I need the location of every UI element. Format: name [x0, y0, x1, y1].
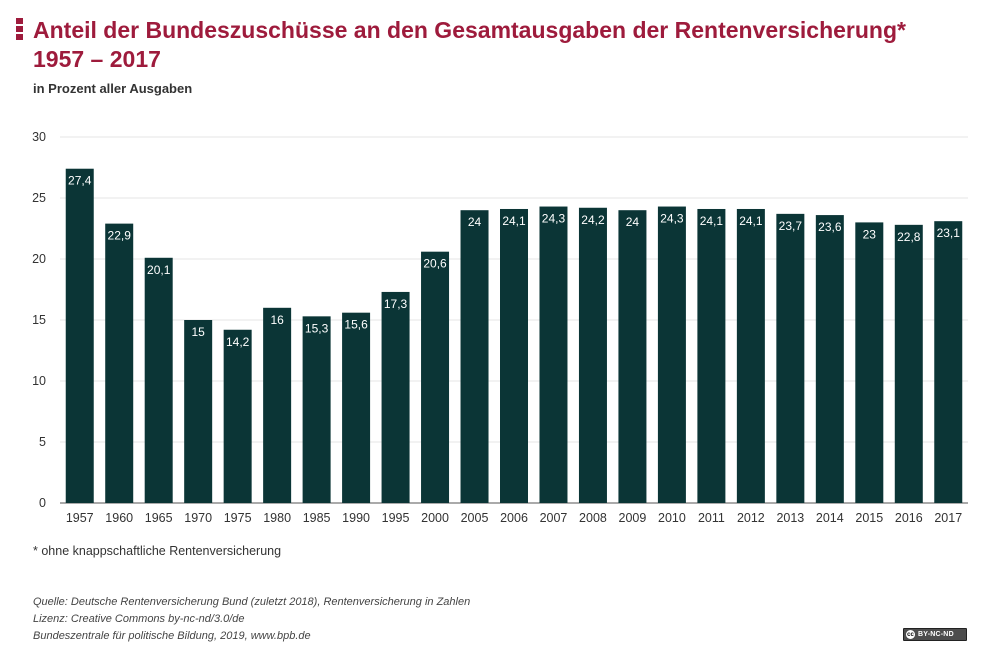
bar: [65, 168, 94, 503]
x-tick-label: 1985: [303, 511, 331, 525]
chart-subtitle: in Prozent aller Ausgaben: [33, 81, 193, 96]
x-tick-label: 2010: [658, 511, 686, 525]
title-line-2: 1957 – 2017: [33, 46, 161, 72]
x-tick-label: 2006: [500, 511, 528, 525]
x-tick-label: 1965: [145, 511, 173, 525]
bar: [105, 223, 134, 503]
cc-icon: cc: [906, 630, 915, 639]
bar-value-label: 20,6: [423, 257, 447, 271]
x-tick-label: 2008: [579, 511, 607, 525]
bar: [263, 307, 292, 503]
x-tick-label: 2015: [855, 511, 883, 525]
bar: [421, 251, 450, 503]
y-tick-label: 0: [39, 496, 46, 510]
bar-value-label: 14,2: [226, 335, 250, 349]
x-tick-label: 1990: [342, 511, 370, 525]
x-tick-label: 2017: [934, 511, 962, 525]
bar-value-label: 15: [191, 325, 205, 339]
y-tick-label: 10: [32, 374, 46, 388]
x-tick-label: 2007: [540, 511, 568, 525]
publisher-line: Bundeszentrale für politische Bildung, 2…: [33, 630, 311, 642]
bar: [776, 213, 805, 504]
bar-value-label: 24,1: [739, 214, 763, 228]
x-tick-label: 2016: [895, 511, 923, 525]
y-axis-ticks: 0 5 10 15 20 25 30: [32, 130, 46, 510]
x-tick-label: 1975: [224, 511, 252, 525]
x-axis-ticks: 1957 1960 1965 1970 1975 1980 1985 1990 1995 2000…: [66, 511, 962, 525]
bar-value-label: 23,1: [937, 226, 961, 240]
x-tick-label: 2009: [619, 511, 647, 525]
bar: [500, 208, 528, 503]
bar-value-label: 24,2: [581, 213, 605, 227]
bar: [223, 329, 252, 503]
bar-value-label: 17,3: [384, 297, 408, 311]
source-line: Quelle: Deutsche Rentenversicherung Bund…: [33, 596, 471, 608]
x-tick-label: 1960: [105, 511, 133, 525]
bar: [815, 215, 844, 503]
license-badge-text: BY-NC-ND: [918, 631, 954, 638]
title-line-1: Anteil der Bundeszuschüsse an den Gesamt…: [33, 17, 906, 43]
cc-license-badge[interactable]: cc BY-NC-ND: [903, 628, 967, 641]
bar-value-label: 27,4: [68, 174, 92, 188]
chart-title: Anteil der Bundeszuschüsse an den Gesamt…: [33, 16, 906, 74]
bar: [539, 206, 568, 503]
x-tick-label: 1995: [382, 511, 410, 525]
license-line: Lizenz: Creative Commons by-nc-nd/3.0/de: [33, 613, 245, 625]
bar-value-label: 22,8: [897, 230, 921, 244]
bar: [184, 320, 213, 503]
bar-value-label: 16: [270, 313, 284, 327]
x-tick-label: 2000: [421, 511, 449, 525]
bar: [736, 208, 765, 503]
x-tick-label: 1970: [184, 511, 212, 525]
bar: [657, 206, 686, 503]
bar: [578, 207, 607, 503]
bar-value-label: 22,9: [108, 229, 132, 243]
bar-chart: 0 5 10 15 20 25 30 27,4 22,9 20,1 15 14,2 16 15,3 15,…: [32, 130, 968, 525]
bar-value-label: 24,1: [502, 214, 526, 228]
value-labels: 27,4 22,9 20,1 15 14,2 16 15,3 15,6 17,3 20,6 24 24…: [68, 174, 960, 349]
source-block: Quelle: Deutsche Rentenversicherung Bund…: [33, 594, 470, 645]
y-tick-label: 20: [32, 252, 46, 266]
bar-value-label: 24,3: [660, 212, 684, 226]
bar-value-label: 20,1: [147, 263, 171, 277]
x-tick-label: 2013: [776, 511, 804, 525]
x-tick-label: 2014: [816, 511, 844, 525]
bar-value-label: 24,1: [700, 214, 724, 228]
bar: [934, 221, 963, 503]
bar-value-label: 23,6: [818, 220, 842, 234]
bar: [381, 291, 410, 503]
bar: [894, 224, 923, 503]
bar: [302, 316, 331, 503]
bar-value-label: 15,6: [344, 318, 368, 332]
bar-value-label: 23: [863, 227, 877, 241]
bar-value-label: 24,3: [542, 212, 566, 226]
brand-mark-icon: [16, 18, 23, 40]
x-tick-label: 2012: [737, 511, 765, 525]
x-tick-label: 2011: [698, 511, 725, 525]
bar-value-label: 24: [468, 215, 482, 229]
bar: [144, 257, 173, 503]
footnote: * ohne knappschaftliche Rentenversicheru…: [33, 544, 282, 558]
y-tick-label: 5: [39, 435, 46, 449]
y-tick-label: 15: [32, 313, 46, 327]
y-tick-label: 25: [32, 191, 46, 205]
x-tick-label: 1957: [66, 511, 94, 525]
y-tick-label: 30: [32, 130, 46, 144]
bar-value-label: 15,3: [305, 321, 329, 335]
bar: [460, 210, 489, 503]
bar: [618, 210, 647, 503]
x-tick-label: 2005: [461, 511, 489, 525]
bar: [697, 208, 726, 503]
bar: [855, 222, 884, 503]
bar-value-label: 24: [626, 215, 640, 229]
x-tick-label: 1980: [263, 511, 291, 525]
bar-value-label: 23,7: [779, 219, 803, 233]
bar: [342, 312, 371, 503]
bars: [65, 168, 963, 504]
